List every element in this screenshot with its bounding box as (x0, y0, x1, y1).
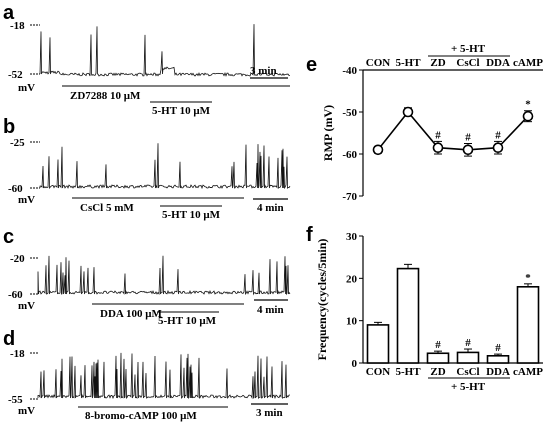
significance-mark: # (435, 129, 441, 141)
ht-label-c: 5-HT 10 μM (158, 315, 217, 327)
panel-letter-e: e (306, 54, 317, 76)
drug-label-c: DDA 100 μM (100, 308, 162, 320)
panel-letter-a: a (3, 2, 15, 24)
y-tick-label: 10 (346, 316, 358, 328)
data-point (522, 110, 534, 122)
ht-label-b: 5-HT 10 μM (162, 209, 221, 221)
panel-letter-d: d (3, 328, 15, 350)
y-tick-label: -50 (342, 107, 357, 119)
panel-a: a -18 -52 mV ZD7288 10 μM 5-HT 10 μM 3 m… (3, 2, 291, 117)
significance-mark: # (465, 132, 471, 144)
trace-c-unit: mV (18, 300, 35, 312)
y-axis-label: RMP (mV) (321, 105, 335, 161)
bar (366, 324, 390, 364)
panel-e: e -40 -50 -60 -70 CON 5-HT ZD CsCl DDA cAMP + 5-HT… (306, 43, 543, 203)
trace-b-top-label: -25 (10, 137, 25, 149)
y-tick-label: -40 (342, 65, 357, 77)
y-tick-label: 0 (352, 358, 358, 370)
panel-d: d -18 -55 mV 8-bromo-cAMP 100 μM 3 min (3, 328, 291, 422)
series-line (377, 110, 529, 151)
frequency-chart: 0 10 20 30 Frequency(cycles/5min) CON 5-HT # ZD #… (315, 231, 543, 393)
time-scale-label-b: 4 min (257, 202, 284, 214)
group-label: + 5-HT (451, 381, 486, 393)
significance-mark: # (495, 342, 501, 354)
trace-c-bottom-label: -60 (8, 289, 23, 301)
x-category-label: 5-HT (395, 366, 421, 378)
x-category-label: DDA (486, 366, 510, 378)
x-category-label: CON (366, 57, 391, 69)
data-point (402, 106, 414, 118)
bar (486, 355, 510, 364)
trace-d-top-label: -18 (10, 348, 25, 360)
bar (456, 351, 480, 364)
bar (516, 285, 540, 364)
data-point (372, 144, 384, 156)
drug-label-a: ZD7288 10 μM (70, 90, 141, 102)
drug-label-d: 8-bromo-cAMP 100 μM (85, 410, 197, 422)
voltage-trace-c (37, 255, 291, 296)
significance-mark: # (435, 339, 441, 351)
group-label: + 5-HT (451, 43, 486, 55)
time-scale-label-a: 3 min (250, 65, 277, 77)
significance-mark: * (525, 99, 531, 111)
data-point (432, 142, 444, 153)
panel-b: b -25 -60 mV CsCl 5 mM 5-HT 10 μM 4 min (3, 116, 291, 221)
bar (426, 352, 450, 364)
trace-d-bottom-label: -55 (8, 394, 23, 406)
y-axis-label: Frequency(cycles/5min) (315, 239, 329, 361)
trace-c-top-label: -20 (10, 253, 25, 265)
trace-b-unit: mV (18, 194, 35, 206)
significance-mark: # (465, 337, 471, 349)
rmp-chart: -40 -50 -60 -70 CON 5-HT ZD CsCl DDA cAMP + 5-HT RM… (321, 43, 543, 203)
x-category-label: DDA (486, 57, 510, 69)
panel-f: f 0 10 20 30 Frequency(cycles/5min) CON 5-HT # Z… (306, 224, 543, 393)
ht-label-a: 5-HT 10 μM (152, 105, 211, 117)
y-tick-label: -70 (342, 191, 357, 203)
trace-a-unit: mV (18, 82, 35, 94)
panel-c: c -20 -60 mV DDA 100 μM 5-HT 10 μM 4 min (3, 226, 291, 327)
x-category-label: CsCl (456, 366, 479, 378)
panel-letter-b: b (3, 116, 15, 138)
x-category-label: 5-HT (395, 57, 421, 69)
data-point (492, 142, 504, 153)
drug-label-b: CsCl 5 mM (80, 202, 134, 214)
x-category-label: cAMP (513, 366, 543, 378)
time-scale-label-d: 3 min (256, 407, 283, 419)
voltage-trace-d (37, 352, 291, 400)
bar (396, 267, 420, 364)
x-category-label: CON (366, 366, 391, 378)
trace-d-unit: mV (18, 405, 35, 417)
voltage-trace-a (39, 24, 291, 77)
trace-a-bottom-label: -52 (8, 69, 23, 81)
time-scale-label-c: 4 min (257, 304, 284, 316)
trace-b-bottom-label: -60 (8, 183, 23, 195)
voltage-trace-b (39, 143, 291, 190)
panel-letter-f: f (306, 224, 313, 246)
significance-mark: # (495, 129, 501, 141)
x-category-label: cAMP (513, 57, 543, 69)
y-tick-label: 30 (346, 231, 358, 243)
panel-letter-c: c (3, 226, 14, 248)
y-tick-label: 20 (346, 273, 358, 285)
trace-a-top-label: -18 (10, 20, 25, 32)
y-tick-label: -60 (342, 149, 357, 161)
x-category-label: CsCl (456, 57, 479, 69)
data-point (462, 144, 474, 156)
significance-mark: * (525, 272, 531, 284)
x-category-label: ZD (430, 57, 445, 69)
x-category-label: ZD (430, 366, 445, 378)
